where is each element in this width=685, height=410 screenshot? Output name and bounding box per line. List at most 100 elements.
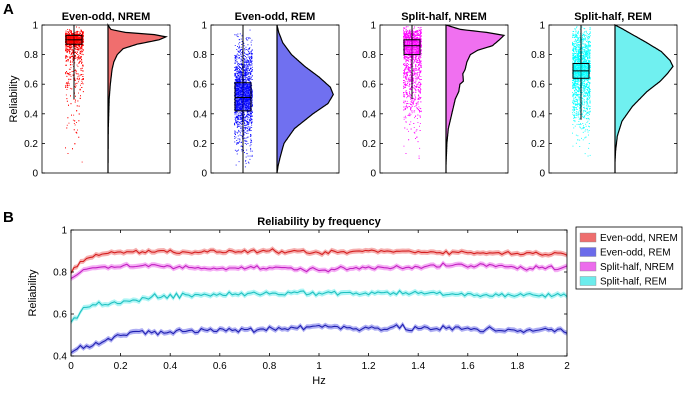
rain-point — [244, 73, 245, 75]
rain-point — [418, 76, 419, 78]
rain-point — [404, 106, 406, 108]
rain-point — [241, 118, 243, 120]
rain-point — [415, 57, 417, 59]
rain-point — [238, 118, 240, 119]
rain-point — [409, 29, 411, 31]
rain-point — [241, 75, 243, 77]
rain-point — [236, 79, 237, 80]
rain-point — [415, 56, 417, 58]
rain-point — [247, 121, 249, 123]
rain-point — [68, 46, 70, 48]
rain-point — [250, 77, 252, 79]
rain-point — [417, 69, 419, 71]
rain-point — [78, 75, 80, 77]
rain-point — [244, 66, 246, 68]
rain-point — [250, 150, 252, 152]
rain-point — [251, 39, 253, 41]
rain-point — [77, 33, 78, 35]
rain-point — [235, 81, 237, 83]
rain-point — [415, 77, 417, 79]
rain-point — [250, 117, 252, 119]
rain-point — [234, 112, 236, 113]
rain-point — [81, 31, 83, 33]
rain-point — [407, 68, 409, 69]
rain-point — [238, 54, 240, 56]
rain-point — [244, 71, 246, 73]
rain-point — [577, 103, 578, 105]
rain-point — [404, 28, 405, 29]
rain-point — [65, 60, 67, 61]
rain-point — [407, 83, 408, 85]
rain-point — [414, 38, 416, 39]
rain-point — [248, 119, 250, 121]
rain-point — [251, 79, 253, 80]
rain-point — [414, 88, 416, 90]
rain-point — [240, 72, 242, 74]
rain-point — [71, 46, 73, 48]
rain-point — [246, 71, 248, 73]
rain-point — [585, 94, 587, 96]
rain-point — [250, 114, 252, 116]
rain-point — [405, 115, 406, 117]
rain-point — [234, 74, 236, 76]
rain-point — [239, 71, 241, 73]
rain-point — [75, 70, 77, 72]
rain-point — [75, 83, 76, 85]
ytick-label: 0 — [370, 169, 376, 180]
rain-point — [239, 72, 240, 74]
rain-point — [403, 34, 405, 36]
rain-point — [237, 135, 239, 137]
rain-point — [239, 78, 241, 80]
rain-point — [240, 145, 242, 147]
rain-point — [415, 97, 417, 99]
rain-point — [68, 79, 70, 81]
rain-point — [251, 116, 253, 117]
rain-point — [420, 83, 422, 85]
rain-point — [67, 83, 68, 85]
rain-point — [419, 37, 421, 39]
rain-point — [240, 116, 242, 118]
rain-point — [414, 72, 416, 74]
rain-point — [241, 117, 243, 119]
rain-point — [419, 63, 420, 65]
rain-point — [408, 69, 409, 71]
rain-point — [238, 58, 240, 59]
rain-point — [408, 37, 410, 38]
rain-point — [66, 82, 68, 84]
rain-point — [405, 76, 407, 77]
rain-point — [66, 127, 68, 129]
rain-point — [577, 61, 578, 63]
rain-point — [249, 59, 251, 61]
rain-point — [414, 82, 416, 83]
rain-point — [235, 121, 237, 123]
rain-point — [407, 58, 409, 59]
rain-point — [238, 66, 240, 68]
rain-point — [68, 68, 70, 70]
rain-point — [79, 53, 81, 55]
rain-point — [413, 111, 415, 113]
rain-point — [235, 69, 237, 71]
rain-point — [244, 137, 246, 139]
rain-point — [251, 101, 253, 103]
rain-point — [244, 124, 246, 126]
rain-point — [240, 70, 242, 72]
rain-point — [240, 48, 242, 50]
rain-point — [405, 37, 407, 39]
rain-point — [243, 66, 245, 68]
rain-point — [235, 60, 237, 62]
rain-point — [236, 126, 238, 128]
rain-point — [417, 83, 419, 85]
rain-point — [234, 102, 235, 104]
rain-point — [414, 59, 416, 61]
rain-point — [248, 111, 250, 112]
rain-point — [412, 37, 414, 39]
rain-point — [241, 150, 243, 152]
rain-point — [249, 128, 250, 130]
rain-point — [237, 142, 239, 144]
rain-point — [247, 56, 249, 58]
rain-point — [234, 74, 236, 76]
rain-point — [250, 134, 252, 136]
rain-point — [420, 64, 422, 66]
rain-point — [237, 116, 239, 117]
rain-point — [246, 60, 248, 62]
